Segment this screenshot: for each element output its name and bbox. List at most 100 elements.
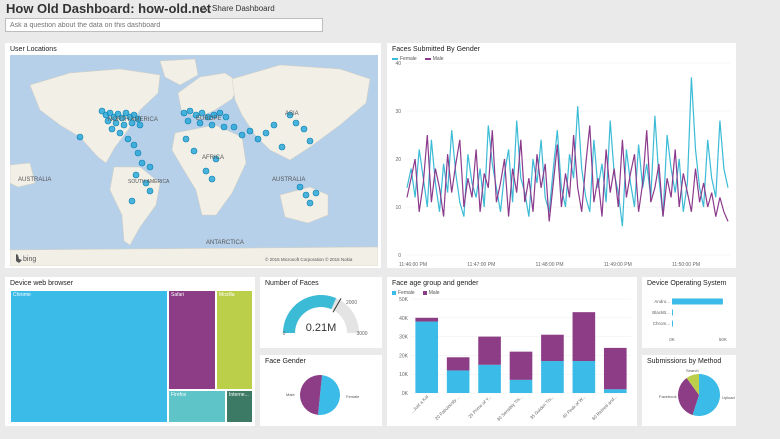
age-bar-chart[interactable]: 0K 10K 20K 30K 40K 50K ...Just a Kid 20 Fabulou… (387, 277, 637, 426)
face-age-tile[interactable]: Face age group and gender Female Male 0K… (387, 277, 637, 426)
location-marker (130, 111, 138, 119)
line-legend: Female Male (392, 56, 444, 62)
location-marker (108, 125, 116, 133)
label-asia: ASIA (285, 111, 299, 117)
bar-male[interactable] (572, 312, 596, 362)
location-marker (76, 133, 84, 141)
bar-female[interactable] (478, 364, 501, 393)
location-marker (112, 119, 120, 127)
pie-label-facebook: Facebook (659, 394, 677, 399)
location-marker (302, 191, 310, 199)
x-tick-label: ...Just a Kid (409, 394, 430, 415)
treemap-mozilla[interactable]: Mozilla (216, 290, 253, 390)
world-map[interactable]: NORTH AMERICA EUROPE ASIA AFRICA SOUTH A… (10, 55, 378, 266)
line-chart[interactable]: 0 10 20 30 40 11:46:00 PM 11:47:00 PM 11:48:00 … (387, 43, 736, 268)
bar-female[interactable] (446, 370, 470, 393)
location-marker (212, 155, 220, 163)
location-marker (132, 171, 140, 179)
qa-input[interactable] (5, 18, 323, 32)
number-of-faces-tile[interactable]: Number of Faces 0.21M 0 2000 3000 (260, 277, 382, 348)
gender-pie[interactable]: Female Male (260, 355, 382, 426)
bing-logo: bing (16, 254, 36, 263)
tile-title: Faces Submitted By Gender (392, 46, 480, 53)
location-marker (98, 107, 106, 115)
x-tick-label: 11:46:00 PM (399, 262, 427, 268)
os-bar[interactable] (672, 309, 673, 316)
gauge-target-marker (332, 298, 342, 313)
treemap-chrome[interactable]: Chrome (10, 290, 168, 423)
location-marker (146, 187, 154, 195)
bar-female[interactable] (415, 321, 439, 393)
tile-title: Device web browser (10, 280, 74, 287)
svg-text:bing: bing (23, 256, 36, 263)
faces-by-gender-tile[interactable]: Faces Submitted By Gender Female Male 0 1… (387, 43, 736, 268)
pie-slice-facebook[interactable] (678, 378, 699, 415)
location-marker (230, 123, 238, 131)
user-locations-tile[interactable]: User Locations NORTH AMERICA EUROPE ASIA… (5, 43, 381, 268)
os-bar[interactable] (672, 298, 723, 305)
y-tick-label: 40K (399, 316, 409, 322)
device-web-browser-tile[interactable]: Device web browser Chrome Safari Mozilla… (5, 277, 255, 426)
y-tick-label: BlackB... (652, 310, 670, 315)
pie-slice-upload[interactable] (692, 374, 720, 416)
west-australia-land (10, 162, 36, 188)
tile-title: Submissions by Method (647, 358, 722, 365)
location-marker (286, 111, 294, 119)
location-marker (278, 143, 286, 151)
location-marker (182, 135, 190, 143)
bar-female[interactable] (541, 361, 564, 393)
y-tick-label: Andro... (654, 299, 670, 304)
refresh-icon (200, 4, 208, 12)
pie-slice-female[interactable] (318, 375, 340, 415)
location-marker (190, 147, 198, 155)
legend-male: Male (422, 290, 440, 296)
bar-female[interactable] (603, 389, 627, 393)
location-marker (262, 129, 270, 137)
series-line-male[interactable] (406, 125, 729, 222)
bar-male[interactable] (603, 347, 627, 390)
face-gender-tile[interactable]: Face Gender Female Male (260, 355, 382, 426)
bar-male[interactable] (446, 357, 470, 371)
y-tick-label: 0K (402, 391, 409, 397)
location-marker (130, 141, 138, 149)
method-pie[interactable]: Upload Facebook Search (642, 355, 736, 426)
pie-slice-search[interactable] (686, 374, 699, 395)
location-marker (120, 121, 128, 129)
bar-female[interactable] (509, 379, 533, 393)
location-marker (106, 109, 114, 117)
os-bar[interactable] (672, 320, 673, 327)
treemap-firefox[interactable]: Firefox (168, 390, 226, 423)
x-tick-label: 25 Prime of Y... (467, 394, 492, 419)
bar-male[interactable] (509, 351, 533, 380)
device-os-tile[interactable]: Device Operating System Andro... BlackB..… (642, 277, 736, 348)
bar-male[interactable] (478, 336, 501, 365)
pie-label-search: Search (686, 368, 699, 373)
label-australia-right: AUSTRALIA (272, 177, 305, 183)
os-bar-chart[interactable]: Andro... BlackB... Chrom... 0K 50K (642, 277, 736, 348)
x-tick-label: 60 Retired and... (591, 394, 618, 421)
x-tick-label: 11:49:00 PM (604, 262, 632, 268)
location-marker (210, 111, 218, 119)
location-marker (306, 137, 314, 145)
bar-male[interactable] (541, 334, 564, 362)
pie-slice-male[interactable] (300, 375, 322, 415)
location-marker (216, 109, 224, 117)
bar-female[interactable] (572, 361, 596, 393)
y-tick-label: 20K (399, 353, 409, 359)
pie-label-female: Female (346, 394, 360, 399)
location-marker (312, 189, 320, 197)
series-line-female[interactable] (406, 77, 729, 227)
bar-male[interactable] (415, 317, 439, 322)
treemap-safari[interactable]: Safari (168, 290, 216, 390)
submissions-method-tile[interactable]: Submissions by Method Upload Facebook Se… (642, 355, 736, 426)
location-marker (146, 163, 154, 171)
share-dashboard-button[interactable]: Share Dashboard (200, 4, 275, 13)
location-marker (222, 113, 230, 121)
y-tick-label: 40 (395, 61, 401, 67)
treemap-internet-explorer[interactable]: Interne... (226, 390, 253, 423)
location-marker (208, 175, 216, 183)
antarctica-land (10, 246, 378, 266)
x-tick-label: 0K (669, 337, 675, 342)
location-marker (300, 125, 308, 133)
location-marker (254, 135, 262, 143)
